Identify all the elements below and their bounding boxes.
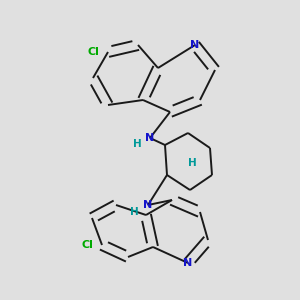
Text: Cl: Cl [87, 47, 99, 57]
Text: H: H [133, 139, 141, 149]
Text: H: H [130, 207, 138, 217]
Text: H: H [188, 158, 196, 168]
Text: N: N [143, 200, 153, 210]
Text: N: N [183, 258, 193, 268]
Text: N: N [190, 40, 200, 50]
Text: Cl: Cl [81, 240, 93, 250]
Text: N: N [146, 133, 154, 143]
